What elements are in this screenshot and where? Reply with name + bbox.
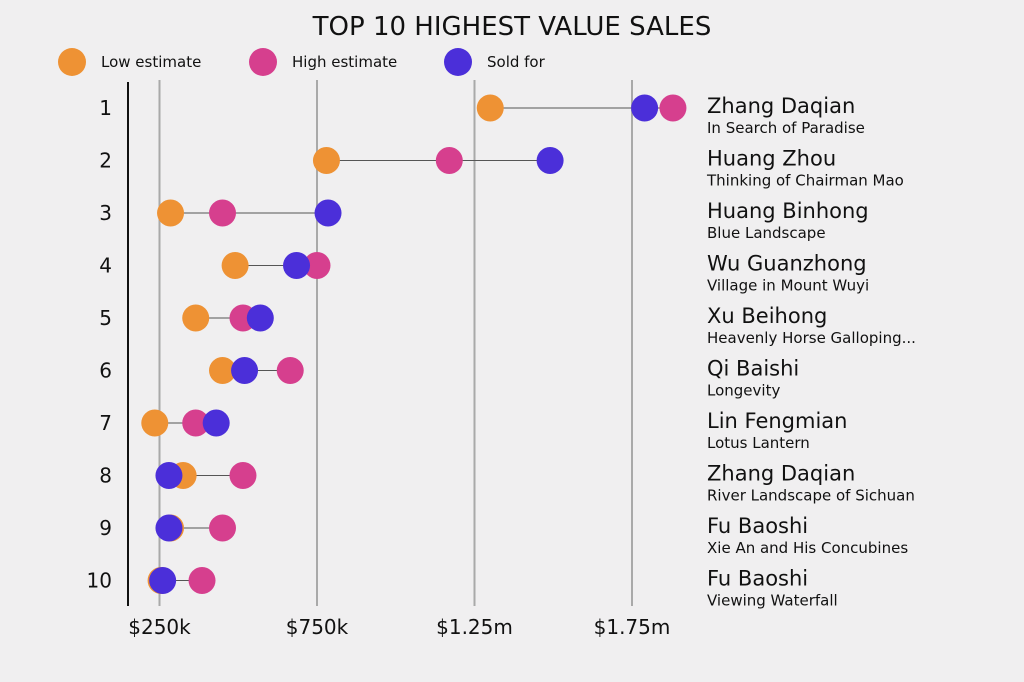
sold-for-dot	[202, 409, 230, 437]
legend-item-low: Low estimate	[58, 48, 201, 76]
artwork-title: Blue Landscape	[707, 224, 826, 242]
low-estimate-dot	[182, 304, 210, 332]
artwork-title: Thinking of Chairman Mao	[706, 172, 904, 190]
sold-for-dot	[536, 147, 564, 174]
high-estimate-dot	[276, 357, 304, 384]
low-estimate-dot	[312, 147, 340, 174]
rank-label: 5	[99, 306, 112, 330]
artist-name: Qi Baishi	[707, 357, 799, 381]
rank-label: 2	[99, 149, 112, 173]
artist-name: Fu Baoshi	[707, 567, 808, 591]
low-estimate-dot	[157, 199, 185, 227]
rank-label: 10	[87, 569, 112, 593]
artwork-title: Xie An and His Concubines	[707, 539, 908, 557]
rank-label: 9	[99, 516, 112, 540]
legend-swatch-sold	[444, 48, 472, 76]
legend-item-sold: Sold for	[444, 48, 546, 76]
artwork-title: River Landscape of Sichuan	[707, 487, 915, 505]
low-estimate-dot	[141, 409, 169, 437]
x-tick-label: $1.25m	[436, 615, 513, 639]
rank-label: 3	[99, 201, 112, 225]
high-estimate-dot	[229, 462, 257, 489]
rank-label: 4	[99, 254, 112, 278]
rank-label: 1	[99, 96, 112, 120]
chart-title: TOP 10 HIGHEST VALUE SALES	[312, 12, 712, 42]
rank-label: 8	[99, 464, 112, 488]
sold-for-dot	[283, 252, 311, 279]
sold-for-dot	[631, 94, 659, 122]
high-estimate-dot	[182, 409, 210, 437]
artist-name: Xu Beihong	[707, 304, 827, 328]
x-tick-label: $750k	[286, 615, 349, 639]
high-estimate-dot	[209, 199, 236, 227]
artwork-title: Longevity	[707, 382, 780, 400]
legend-label-sold: Sold for	[487, 53, 546, 71]
artist-name: Huang Binhong	[707, 199, 869, 223]
high-estimate-dot	[435, 147, 463, 174]
sold-for-dot	[155, 514, 183, 542]
artist-name: Zhang Daqian	[707, 462, 855, 486]
sold-for-dot	[149, 567, 177, 594]
artwork-title: In Search of Paradise	[707, 119, 865, 137]
rank-label: 7	[99, 411, 112, 435]
low-estimate-dot	[209, 357, 236, 384]
artist-name: Lin Fengmian	[707, 409, 847, 433]
low-estimate-dot	[476, 94, 504, 122]
artist-name: Huang Zhou	[707, 147, 836, 171]
high-estimate-dot	[659, 94, 687, 122]
high-estimate-dot	[188, 567, 216, 594]
legend-label-low: Low estimate	[101, 53, 201, 71]
high-estimate-dot	[209, 514, 236, 542]
legend-swatch-high	[249, 48, 277, 76]
legend: Low estimate High estimate Sold for	[58, 48, 546, 76]
high-estimate-dot	[303, 252, 331, 279]
rank-label: 6	[99, 359, 112, 383]
artwork-title: Viewing Waterfall	[707, 592, 838, 610]
sold-for-dot	[155, 462, 183, 489]
artist-name: Zhang Daqian	[707, 94, 855, 118]
artist-name: Wu Guanzhong	[707, 252, 867, 276]
artist-name: Fu Baoshi	[707, 514, 808, 538]
low-estimate-dot	[221, 252, 249, 279]
legend-label-high: High estimate	[292, 53, 397, 71]
legend-swatch-low	[58, 48, 86, 76]
sold-for-dot	[246, 304, 274, 332]
sold-for-dot	[314, 199, 342, 227]
sold-for-dot	[231, 357, 259, 384]
legend-item-high: High estimate	[249, 48, 397, 76]
artwork-title: Heavenly Horse Galloping...	[707, 329, 916, 347]
artwork-title: Village in Mount Wuyi	[707, 277, 869, 295]
x-tick-label: $250k	[128, 615, 191, 639]
artwork-title: Lotus Lantern	[707, 434, 810, 452]
x-axis: $250k $750k $1.25m $1.75m	[128, 615, 670, 639]
x-tick-label: $1.75m	[594, 615, 671, 639]
